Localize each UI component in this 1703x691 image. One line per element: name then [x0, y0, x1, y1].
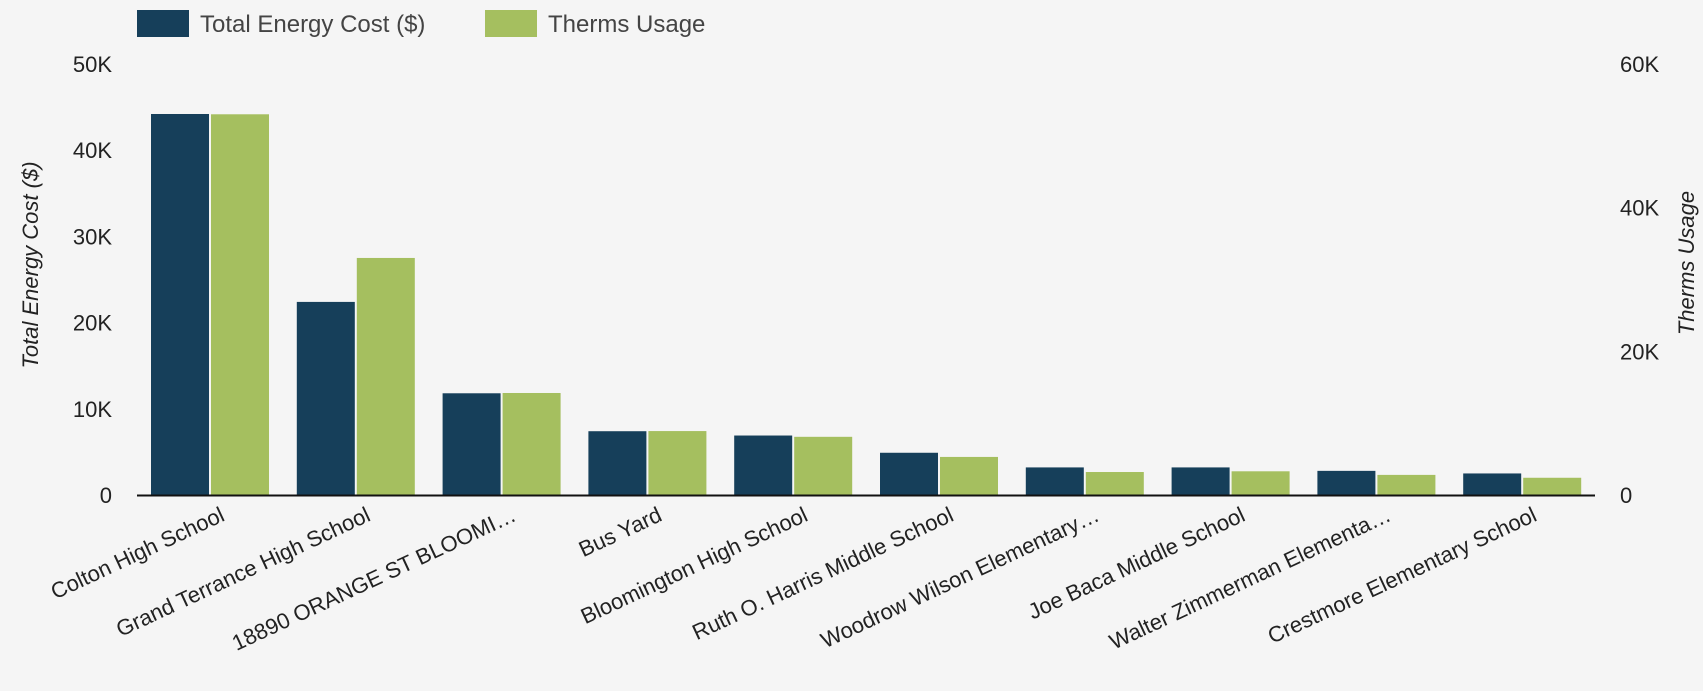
legend-label-total-energy-cost[interactable]: Total Energy Cost ($)	[200, 11, 425, 38]
y-left-tick-label: 50K	[73, 52, 112, 77]
bar-total-energy-cost[interactable]	[442, 393, 501, 495]
y-axis-left: 0 10K 20K 30K 40K 50K	[73, 52, 112, 508]
y-left-tick-label: 20K	[73, 311, 112, 336]
bar-therms-usage[interactable]	[648, 431, 707, 495]
y-right-tick-label: 0	[1620, 483, 1632, 508]
y-axis-right: 0 20K 40K 60K	[1620, 52, 1659, 508]
legend-label-therms-usage[interactable]: Therms Usage	[548, 11, 705, 38]
bar-total-energy-cost[interactable]	[1317, 470, 1376, 495]
bar-total-energy-cost[interactable]	[151, 113, 209, 495]
bar-total-energy-cost[interactable]	[588, 431, 647, 495]
y-left-tick-label: 0	[100, 483, 112, 508]
y-right-tick-label: 20K	[1620, 339, 1659, 364]
x-tick-label: 18890 ORANGE ST BLOOMI…	[228, 502, 520, 656]
y-right-tick-label: 40K	[1620, 196, 1659, 221]
bar-therms-usage[interactable]	[1231, 471, 1290, 495]
y-left-tick-label: 30K	[73, 224, 112, 249]
legend: Total Energy Cost ($) Therms Usage	[137, 10, 705, 38]
bar-therms-usage[interactable]	[356, 257, 415, 495]
bar-therms-usage[interactable]	[211, 114, 269, 496]
bar-therms-usage[interactable]	[1523, 477, 1582, 495]
legend-swatch-therms-usage[interactable]	[485, 10, 537, 37]
legend-swatch-total-energy-cost[interactable]	[137, 10, 189, 37]
bars	[151, 113, 1582, 496]
bar-total-energy-cost[interactable]	[1463, 473, 1522, 495]
bar-total-energy-cost[interactable]	[880, 452, 938, 495]
bar-therms-usage[interactable]	[1085, 472, 1144, 495]
y-axis-left-title: Total Energy Cost ($)	[18, 161, 43, 368]
y-axis-right-title: Therms Usage	[1674, 191, 1699, 335]
x-tick-label: Ruth O. Harris Middle School	[688, 502, 957, 645]
bar-therms-usage[interactable]	[794, 436, 853, 495]
x-tick-label: Grand Terrance High School	[112, 502, 374, 642]
y-left-tick-label: 10K	[73, 397, 112, 422]
x-tick-label: Bus Yard	[575, 502, 666, 562]
y-right-tick-label: 60K	[1620, 52, 1659, 77]
bar-therms-usage[interactable]	[940, 456, 998, 495]
x-tick-label: Woodrow Wilson Elementary…	[817, 502, 1103, 653]
bar-total-energy-cost[interactable]	[296, 301, 355, 495]
bar-therms-usage[interactable]	[502, 392, 561, 495]
x-tick-label: Walter Zimmerman Elementa…	[1105, 502, 1394, 655]
y-left-tick-label: 40K	[73, 138, 112, 163]
bar-total-energy-cost[interactable]	[1171, 467, 1230, 495]
bar-total-energy-cost[interactable]	[1025, 467, 1084, 495]
bar-therms-usage[interactable]	[1377, 474, 1436, 495]
bar-total-energy-cost[interactable]	[734, 435, 793, 495]
x-tick-label: Crestmore Elementary School	[1264, 502, 1541, 649]
